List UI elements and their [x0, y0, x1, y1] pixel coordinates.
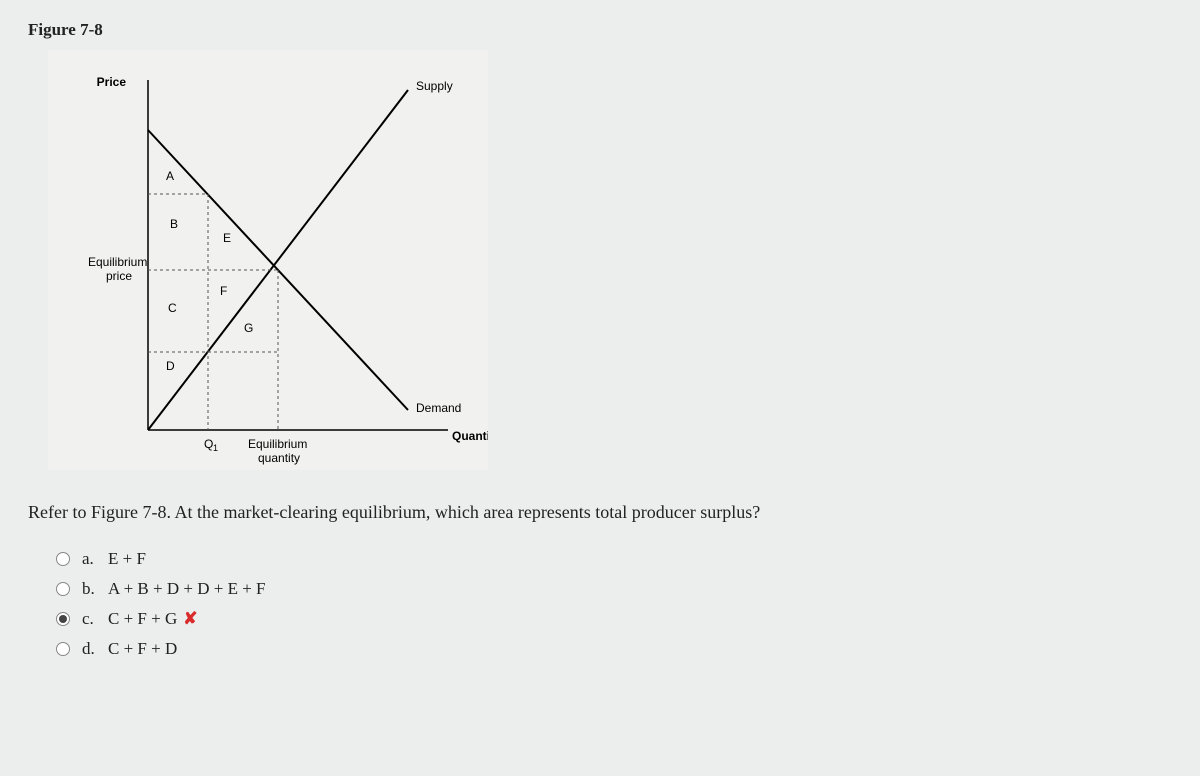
svg-text:1: 1	[213, 443, 218, 453]
svg-text:F: F	[220, 284, 227, 298]
option-letter: a.	[82, 549, 108, 569]
answer-options: a.E + Fb.A + B + D + D + E + Fc.C + F + …	[56, 549, 1172, 659]
svg-text:E: E	[223, 231, 231, 245]
svg-text:Demand: Demand	[416, 401, 461, 415]
option-letter: d.	[82, 639, 108, 659]
option-text: E + F	[108, 549, 146, 569]
radio-button[interactable]	[56, 552, 70, 566]
option-text: C + F + G	[108, 609, 177, 629]
radio-button[interactable]	[56, 612, 70, 626]
svg-text:Equilibrium: Equilibrium	[248, 437, 307, 451]
radio-button[interactable]	[56, 642, 70, 656]
svg-text:Price: Price	[97, 75, 127, 89]
svg-text:Equilibrium: Equilibrium	[88, 255, 147, 269]
svg-text:quantity: quantity	[258, 451, 300, 465]
option-letter: c.	[82, 609, 108, 629]
option-text: A + B + D + D + E + F	[108, 579, 266, 599]
svg-text:Q: Q	[204, 437, 213, 451]
svg-text:G: G	[244, 321, 253, 335]
svg-text:price: price	[106, 269, 132, 283]
wrong-mark-icon: ✘	[183, 609, 197, 629]
answer-option[interactable]: a.E + F	[56, 549, 1172, 569]
svg-text:B: B	[170, 217, 178, 231]
supply-demand-chart: PriceQuantitySupplyDemandEquilibriumpric…	[48, 50, 488, 470]
answer-option[interactable]: b.A + B + D + D + E + F	[56, 579, 1172, 599]
answer-option[interactable]: c.C + F + G ✘	[56, 609, 1172, 629]
question-text: Refer to Figure 7-8. At the market-clear…	[28, 502, 1172, 523]
svg-text:Supply: Supply	[416, 79, 453, 93]
svg-text:Quantity: Quantity	[452, 429, 488, 443]
svg-text:C: C	[168, 301, 177, 315]
figure-title: Figure 7-8	[28, 20, 1172, 40]
radio-button[interactable]	[56, 582, 70, 596]
option-text: C + F + D	[108, 639, 177, 659]
option-letter: b.	[82, 579, 108, 599]
answer-option[interactable]: d.C + F + D	[56, 639, 1172, 659]
svg-text:A: A	[166, 169, 174, 183]
svg-text:D: D	[166, 359, 175, 373]
